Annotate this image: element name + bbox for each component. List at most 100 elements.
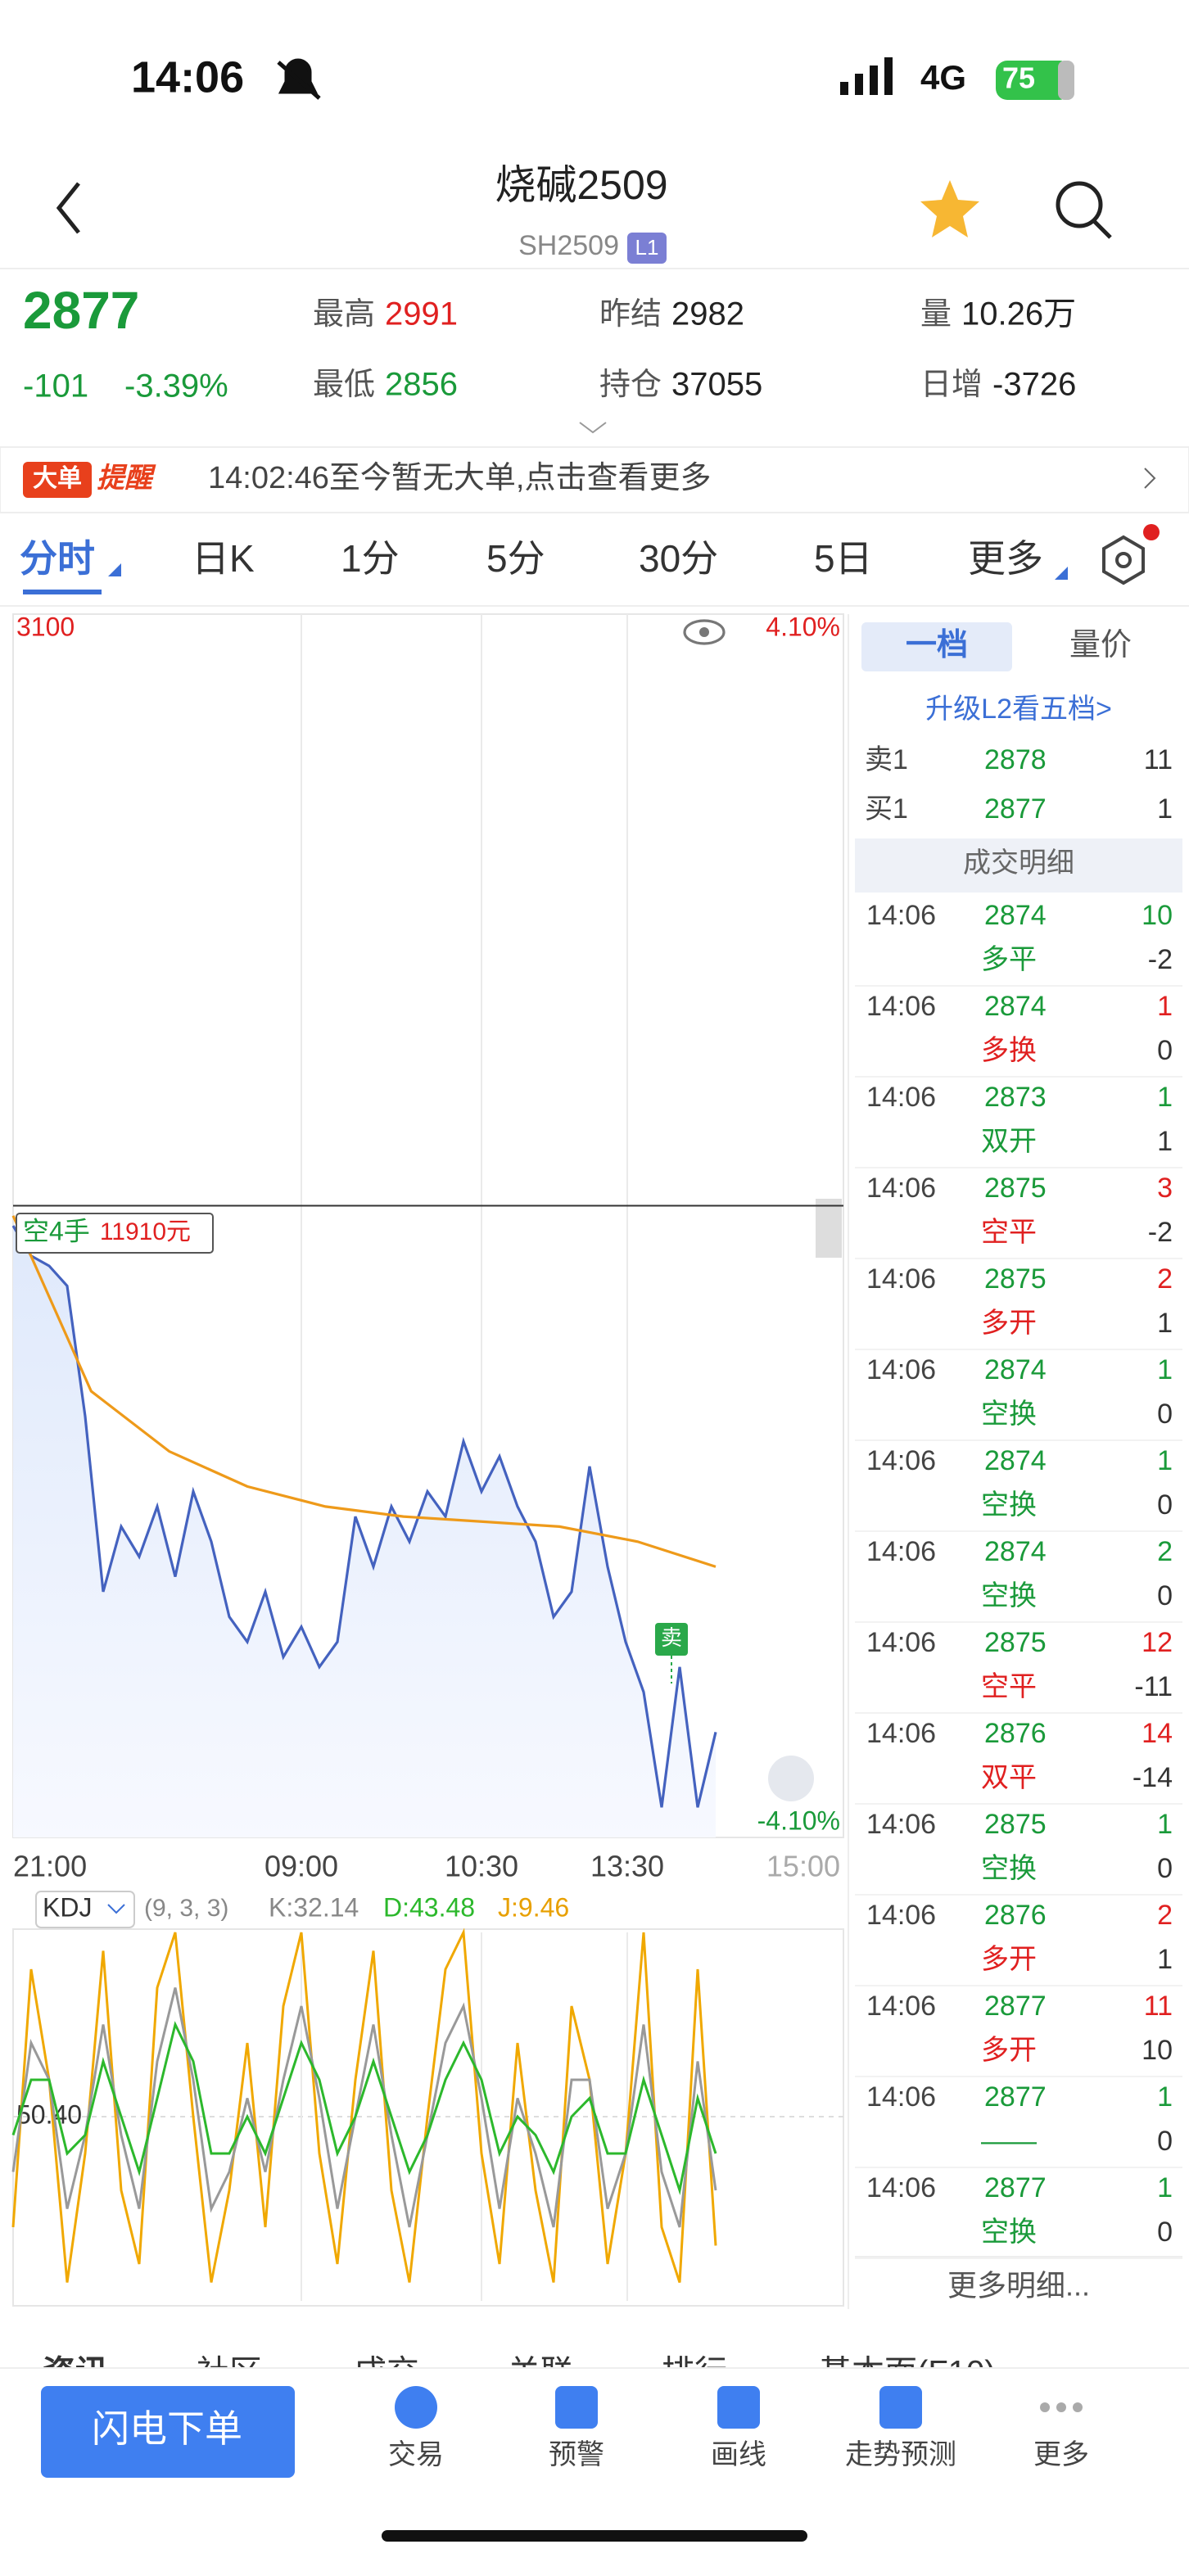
expand-icon[interactable] (579, 422, 607, 434)
trade-type: 空换 (981, 1399, 1037, 1430)
alert-badge2: 提醒 (97, 463, 156, 494)
side-handle[interactable] (816, 1199, 842, 1258)
trade-oi: 10 (1142, 2035, 1173, 2066)
trade-oi: 0 (1157, 1580, 1173, 1611)
nav-item[interactable]: 交易 (388, 2439, 444, 2470)
trade-type: 多平 (981, 944, 1037, 975)
trade-price: 2874 (984, 991, 1047, 1022)
nav-item[interactable]: 预警 (549, 2439, 604, 2470)
level-price: 2877 (984, 793, 1047, 825)
trade-time: 14:06 (866, 2172, 936, 2203)
position-box (16, 1213, 214, 1254)
status-time: 14:06 (131, 52, 244, 102)
avg-line (11, 1215, 717, 1568)
nav-item[interactable]: 画线 (711, 2439, 766, 2470)
order-label: 闪电下单 (92, 2407, 242, 2450)
trade-oi: 1 (1157, 1308, 1173, 1339)
trade-oi: -11 (1134, 1671, 1173, 1702)
sell-marker-bg (655, 1623, 688, 1656)
kdj-line-k (11, 1987, 717, 2228)
alert-bar[interactable] (0, 446, 1189, 513)
fullscreen-button[interactable] (768, 1756, 814, 1801)
trade-type: 空平 (981, 1217, 1037, 1248)
kdj-params: (9, 3, 3) (144, 1895, 228, 1922)
trade-oi: 1 (1157, 1944, 1173, 1975)
trade-vol: 11 (1144, 1991, 1173, 2022)
nav-icon (1073, 2402, 1083, 2412)
nav-item[interactable]: 走势预测 (845, 2439, 956, 2470)
trade-vol: 2 (1157, 1263, 1173, 1295)
upgrade-link: 升级L2看五档> (925, 694, 1112, 725)
settings-button[interactable] (1102, 535, 1145, 585)
position-value: 11910元 (100, 1218, 191, 1245)
field-value: -3726 (992, 367, 1076, 403)
trade-vol: 2 (1157, 1536, 1173, 1567)
trade-oi: 0 (1157, 2217, 1173, 2248)
book-tab: 一档 (906, 628, 968, 662)
search-button[interactable] (1056, 181, 1112, 239)
field-label: 日增 (920, 368, 983, 402)
trade-type: 多开 (981, 1944, 1037, 1975)
notification-dot (1143, 524, 1160, 540)
price-line (11, 1225, 717, 1808)
trade-time: 14:06 (866, 1718, 936, 1749)
trade-type: 双平 (981, 1762, 1037, 1793)
level-vol: 11 (1144, 744, 1173, 775)
home-indicator (382, 2530, 807, 2542)
trade-time: 14:06 (866, 1354, 936, 1385)
kdj-select[interactable] (35, 1891, 135, 1928)
trade-vol: 1 (1157, 1082, 1173, 1113)
alert-arrow (1144, 468, 1156, 489)
x-tick-label: 15:00 (766, 1850, 840, 1883)
trade-price: 2875 (984, 1173, 1047, 1204)
network: 4G (920, 58, 966, 97)
trade-time: 14:06 (866, 1536, 936, 1567)
trade-time: 14:06 (866, 991, 936, 1022)
more-detail[interactable]: 更多明细... (947, 2269, 1090, 2303)
trade-oi: 1 (1157, 1126, 1173, 1157)
order-button[interactable] (41, 2386, 295, 2478)
tab-caret (1055, 567, 1068, 580)
trade-type: —— (981, 2126, 1037, 2157)
trade-type: 多开 (981, 1308, 1037, 1339)
position-label: 空4手 (23, 1216, 90, 1245)
trade-type: 空换 (981, 2217, 1037, 2248)
alert-badge: 大单 (33, 465, 82, 492)
trade-vol: 10 (1142, 900, 1173, 931)
trade-vol: 3 (1157, 1173, 1173, 1204)
eye-icon[interactable] (683, 619, 726, 645)
trade-type: 多换 (981, 1035, 1037, 1066)
tab: 日K (192, 537, 255, 580)
nav-icon (395, 2386, 437, 2429)
trade-price: 2877 (984, 2172, 1047, 2203)
book-tab-active[interactable] (861, 622, 1012, 671)
trade-vol: 1 (1157, 1445, 1173, 1476)
y-tick-label: 3100 (16, 612, 75, 641)
back-button[interactable] (56, 182, 80, 234)
price: 2877 (23, 281, 139, 340)
price-area (13, 1226, 716, 1837)
battery: 75 (1002, 61, 1035, 95)
nav-icon (717, 2386, 760, 2429)
level-label: 买1 (865, 793, 908, 825)
favorite-button[interactable] (920, 180, 979, 237)
trade-price: 2875 (984, 1263, 1047, 1295)
kdj-d: D:43.48 (383, 1892, 475, 1922)
field-label: 昨结 (599, 297, 662, 332)
book-tab: 量价 (1069, 628, 1132, 662)
trade-price: 2873 (984, 1082, 1047, 1113)
title: 烧碱2509 (495, 162, 667, 208)
field-label: 量 (920, 297, 952, 332)
x-tick-label: 21:00 (13, 1850, 87, 1883)
sell-marker: 卖 (661, 1625, 682, 1650)
trade-price: 2876 (984, 1718, 1047, 1749)
level: L1 (635, 235, 659, 260)
detail-header (855, 838, 1182, 893)
trade-vol: 1 (1157, 1809, 1173, 1840)
nav-item[interactable]: 更多 (1033, 2439, 1089, 2470)
settings-icon (1115, 552, 1132, 568)
trade-time: 14:06 (866, 1082, 936, 1113)
trade-vol: 14 (1142, 1718, 1173, 1749)
